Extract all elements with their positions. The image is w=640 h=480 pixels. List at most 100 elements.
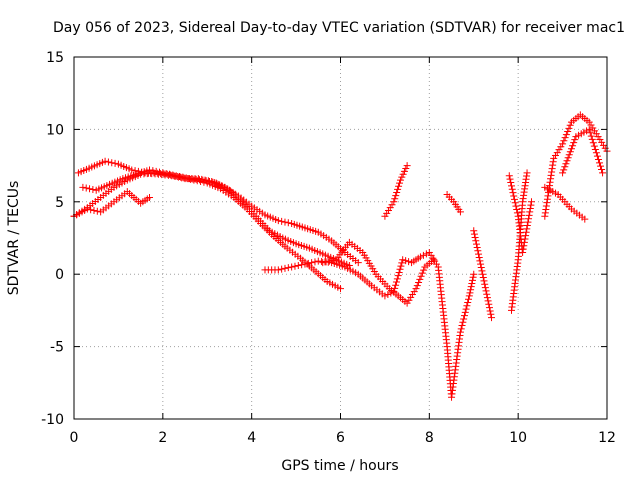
data-point: [146, 193, 154, 201]
data-point: [481, 280, 489, 288]
data-point: [391, 195, 399, 203]
data-point: [481, 284, 489, 292]
data-point: [590, 142, 598, 150]
data-point: [561, 163, 569, 171]
data-point: [599, 169, 607, 177]
data-point: [399, 256, 407, 264]
series-sat-track-10: [505, 172, 535, 256]
data-point: [562, 160, 570, 168]
data-point: [482, 287, 490, 295]
data-point: [557, 143, 565, 151]
data-point: [87, 206, 95, 214]
data-point: [566, 148, 574, 156]
data-point: [420, 266, 428, 274]
data-point: [513, 209, 521, 217]
series-sat-track-14: [559, 125, 607, 177]
data-point: [156, 168, 164, 176]
data-point: [319, 259, 327, 267]
data-point: [383, 209, 391, 217]
data-point: [419, 251, 427, 259]
data-point: [478, 267, 486, 275]
data-point: [308, 259, 316, 267]
data-point: [594, 133, 602, 141]
data-point: [393, 188, 401, 196]
data-point: [354, 259, 362, 267]
data-point: [560, 137, 568, 145]
data-point: [388, 201, 396, 209]
data-point: [485, 300, 493, 308]
data-point: [396, 176, 404, 184]
data-point: [525, 215, 533, 223]
data-point: [476, 257, 484, 265]
data-point: [523, 225, 531, 233]
data-point: [548, 168, 556, 176]
data-point: [329, 256, 337, 264]
chart-title: Day 056 of 2023, Sidereal Day-to-day VTE…: [53, 20, 625, 36]
data-point: [546, 178, 554, 186]
data-point: [523, 221, 531, 229]
data-point: [101, 157, 109, 165]
data-point: [542, 202, 550, 210]
data-point: [592, 130, 600, 138]
data-point: [149, 167, 157, 175]
data-point: [403, 162, 411, 170]
data-point: [399, 170, 407, 178]
data-point: [465, 295, 473, 303]
data-point: [585, 125, 593, 133]
data-point: [394, 272, 402, 280]
y-tick-label: 15: [46, 50, 64, 66]
data-point: [298, 261, 306, 269]
data-point: [407, 293, 415, 301]
series-sat-track-5: [261, 248, 478, 401]
data-point: [202, 177, 210, 185]
data-point: [563, 157, 571, 165]
data-point: [510, 195, 518, 203]
data-point: [467, 283, 475, 291]
data-point: [278, 265, 286, 273]
data-point: [456, 328, 464, 336]
data-point: [592, 149, 600, 157]
data-point: [337, 285, 344, 293]
x-tick-label: 0: [70, 430, 79, 446]
data-point: [549, 158, 557, 166]
data-point: [397, 262, 405, 270]
data-point: [469, 273, 477, 281]
data-point: [471, 233, 479, 241]
data-point: [509, 189, 517, 197]
data-point: [596, 136, 604, 144]
data-point: [468, 276, 476, 284]
data-point: [594, 155, 602, 163]
data-point: [461, 308, 469, 316]
data-point: [527, 201, 535, 209]
data-point: [585, 118, 593, 126]
data-point: [460, 312, 468, 320]
data-point: [474, 247, 482, 255]
data-point: [598, 138, 606, 146]
data-point: [392, 192, 400, 200]
data-point: [386, 204, 394, 212]
data-point: [427, 251, 435, 259]
y-axis-label: SDTVAR / TECUs: [6, 181, 22, 296]
data-point: [311, 258, 319, 266]
data-point: [199, 176, 207, 184]
data-point: [463, 302, 471, 310]
data-point: [417, 272, 425, 280]
data-point: [131, 167, 139, 175]
data-point: [394, 185, 402, 193]
data-point: [479, 270, 487, 278]
data-point: [570, 139, 578, 147]
data-point: [561, 134, 569, 142]
data-point: [586, 129, 594, 137]
data-point: [86, 185, 94, 193]
data-point: [544, 192, 552, 200]
data-point: [581, 215, 589, 223]
data-point: [553, 149, 561, 157]
data-point: [82, 184, 90, 192]
x-tick-label: 8: [425, 430, 434, 446]
data-point: [564, 127, 572, 135]
data-point: [456, 208, 464, 216]
data-point: [392, 278, 400, 286]
data-point: [472, 240, 480, 248]
data-point: [90, 206, 98, 214]
data-point: [523, 169, 531, 177]
